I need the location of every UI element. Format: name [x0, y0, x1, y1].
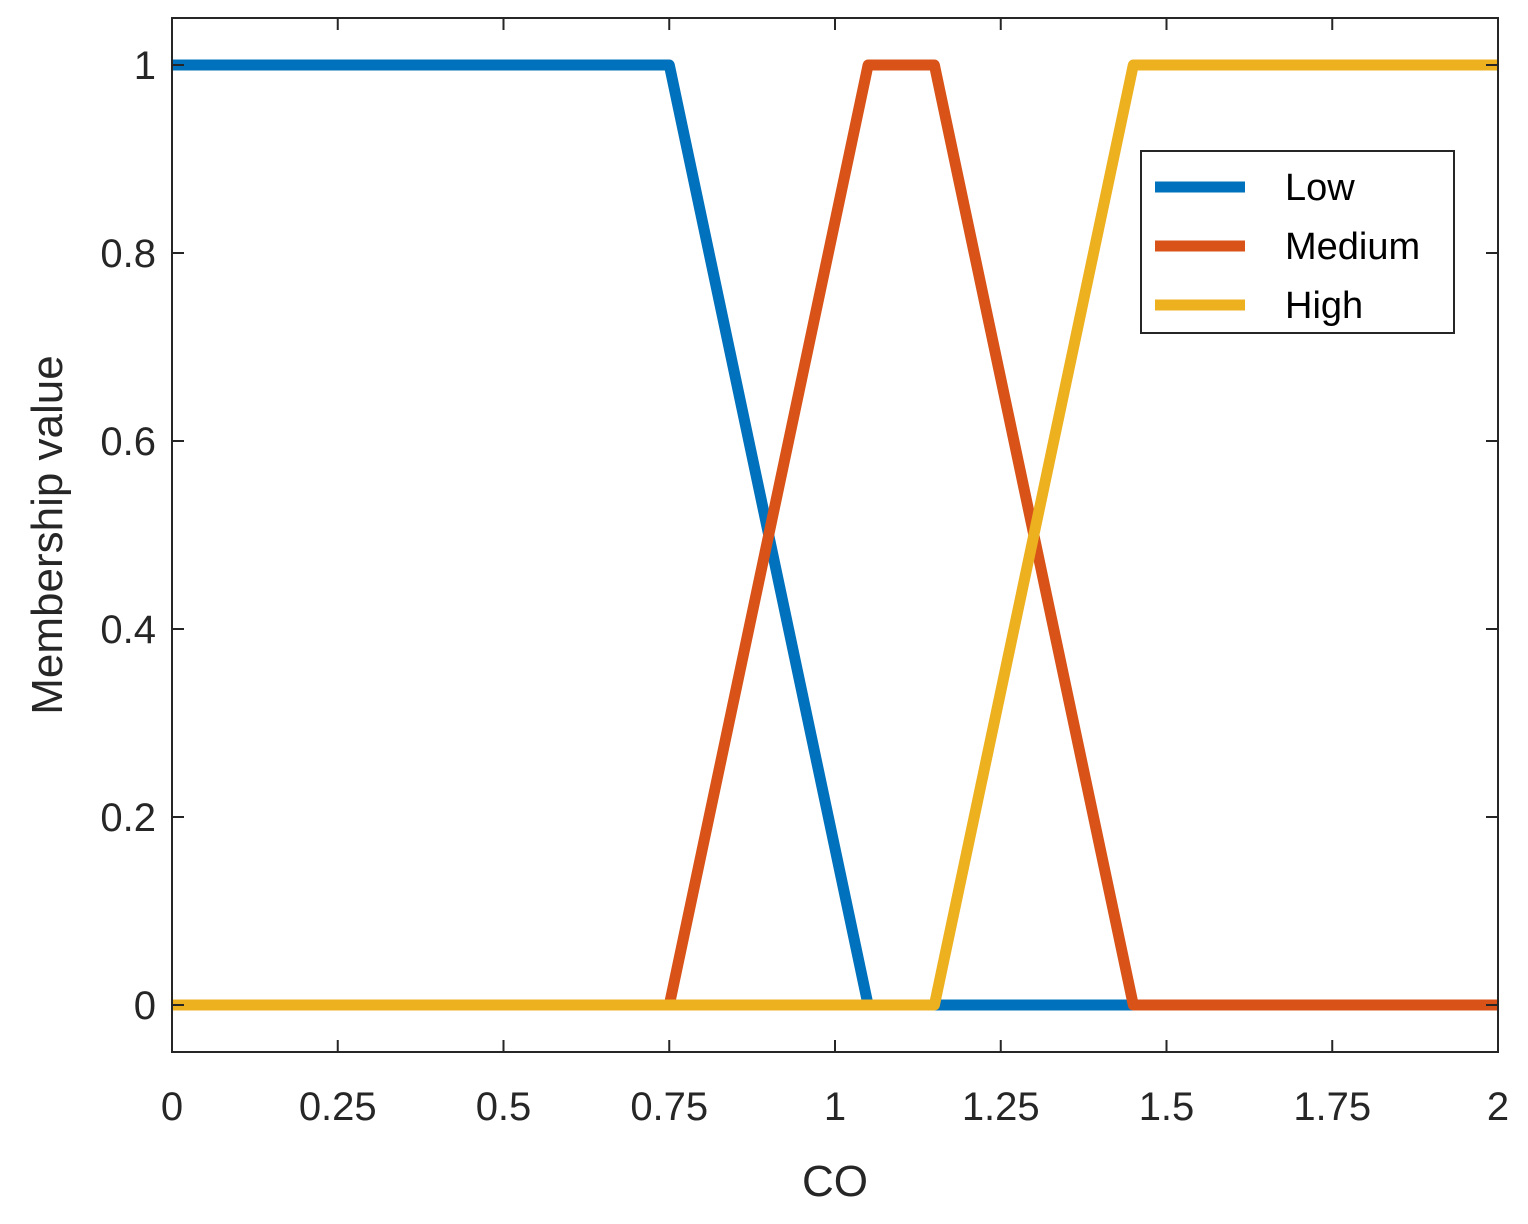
y-tick-label: 1	[134, 44, 156, 88]
y-tick-label: 0.8	[100, 232, 156, 276]
series-layer	[172, 59, 1498, 1011]
x-tick-label: 0.75	[630, 1085, 708, 1129]
x-tick-label: 0.5	[476, 1085, 532, 1129]
axes-layer: 0 0.25 0.5 0.75 1 1.25 1.5 1.75 2 0 0.2 0.4 0.6 0.8 1	[100, 17, 1509, 1129]
y-tick-label: 0.2	[100, 796, 156, 840]
legend-label-high: High	[1285, 285, 1363, 327]
y-tick-label: 0	[134, 984, 156, 1028]
x-tick-label: 1.75	[1293, 1085, 1371, 1129]
legend-label-medium: Medium	[1285, 226, 1420, 268]
y-tick-label: 0.4	[100, 608, 156, 652]
x-tick-label: 1.25	[962, 1085, 1040, 1129]
y-axis-label: Membership value	[23, 355, 72, 715]
legend-label-low: Low	[1285, 167, 1355, 209]
x-tick-label: 0.25	[299, 1085, 377, 1129]
legend[interactable]: Low Medium High	[1140, 150, 1455, 334]
y-tick-label: 0.6	[100, 420, 156, 464]
x-tick-label: 0	[161, 1085, 183, 1129]
x-tick-label: 2	[1487, 1085, 1509, 1129]
x-tick-label: 1.5	[1139, 1085, 1195, 1129]
x-axis-label: CO	[802, 1157, 868, 1206]
series-line-high	[172, 59, 1498, 1011]
x-tick-label: 1	[824, 1085, 846, 1129]
